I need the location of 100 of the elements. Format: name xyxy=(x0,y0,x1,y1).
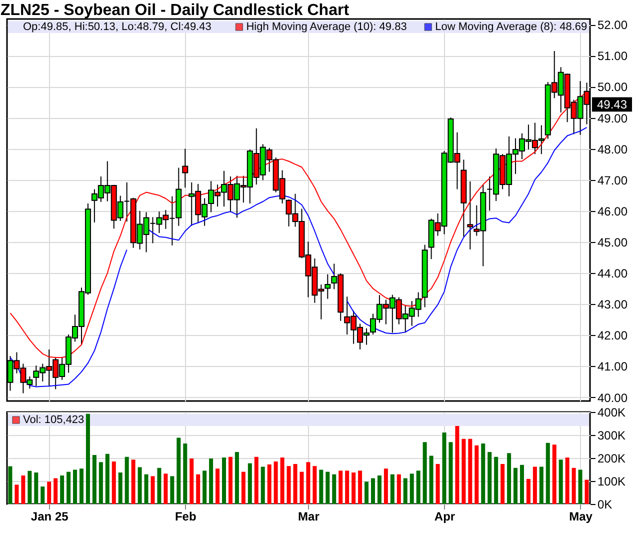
bar xyxy=(280,458,284,504)
bar xyxy=(319,470,324,504)
bar xyxy=(390,474,394,504)
bar xyxy=(377,475,382,504)
y-tick-label: 46.00 xyxy=(598,204,628,218)
bar xyxy=(86,414,90,504)
bar xyxy=(92,455,96,504)
bar xyxy=(170,476,174,504)
bar xyxy=(222,458,226,504)
y-tick-label: 50.00 xyxy=(598,80,628,94)
bar xyxy=(286,466,291,504)
bar xyxy=(410,474,414,504)
bar xyxy=(448,442,453,504)
bar xyxy=(539,466,544,504)
bar xyxy=(54,478,58,504)
x-tick-label: Jan 25 xyxy=(30,510,69,524)
bar xyxy=(455,426,460,504)
bar xyxy=(234,452,239,504)
y-tick-label: 48.00 xyxy=(598,142,628,156)
bar xyxy=(572,468,576,504)
bar xyxy=(190,458,194,504)
bar xyxy=(196,474,200,504)
bar xyxy=(552,444,556,504)
bar xyxy=(40,486,45,504)
bar xyxy=(507,453,512,504)
y-tick-label: 40.00 xyxy=(598,390,628,405)
y-tick-label: 200K xyxy=(598,452,626,466)
y-tick-label: 41.00 xyxy=(598,360,628,374)
bar xyxy=(481,444,486,504)
bar xyxy=(228,456,232,504)
bar xyxy=(338,470,343,504)
bar xyxy=(138,467,142,504)
y-tick-label: 49.00 xyxy=(598,111,628,126)
x-tick-label: Mar xyxy=(298,510,320,524)
bar xyxy=(546,442,550,504)
bar xyxy=(352,472,356,504)
bar xyxy=(416,470,420,504)
bar xyxy=(532,466,537,504)
y-tick-label: 100K xyxy=(598,474,626,488)
candlestick xyxy=(182,148,188,188)
bar xyxy=(73,470,78,504)
bar xyxy=(514,468,518,504)
bar xyxy=(164,474,168,504)
y-tick-label: 42.00 xyxy=(598,328,628,343)
bar xyxy=(267,464,272,504)
bar xyxy=(520,464,524,504)
bar xyxy=(370,478,375,504)
bar xyxy=(47,482,52,504)
bar xyxy=(209,458,214,504)
bar xyxy=(293,464,298,504)
bar xyxy=(241,472,246,504)
bar xyxy=(306,462,310,504)
bar xyxy=(248,463,252,504)
bar xyxy=(474,445,479,504)
bar xyxy=(21,475,26,504)
bar xyxy=(578,470,582,504)
annotation: 49.43 xyxy=(596,97,628,112)
bar xyxy=(216,468,220,504)
x-tick-label: May xyxy=(569,510,593,524)
bar xyxy=(157,468,162,504)
bar xyxy=(124,456,129,504)
bar xyxy=(254,456,258,504)
chart-title: ZLN25 - Soybean Oil - Daily Candlestick Chart xyxy=(0,2,350,19)
bar xyxy=(358,470,362,504)
bar xyxy=(442,432,446,504)
bar xyxy=(150,476,155,504)
bar xyxy=(436,464,440,504)
bar xyxy=(526,478,530,504)
bar xyxy=(60,475,64,504)
bar xyxy=(500,464,505,504)
legend-label: Vol: 105,423 xyxy=(23,414,84,426)
bar xyxy=(14,484,19,504)
bar xyxy=(202,470,207,504)
bar xyxy=(28,470,32,504)
bar xyxy=(396,474,401,504)
y-tick-label: 43.00 xyxy=(598,298,628,312)
legend-label: High Moving Average (10): 49.83 xyxy=(246,21,407,33)
candlestick xyxy=(467,180,474,250)
bar xyxy=(118,472,122,504)
bar xyxy=(488,452,492,504)
legend-label: Low Moving Average (8): 48.69 xyxy=(435,21,588,33)
bar xyxy=(429,456,434,504)
x-tick-label: Feb xyxy=(174,510,196,524)
y-tick-label: 51.00 xyxy=(598,49,628,64)
bar xyxy=(345,470,350,504)
bar xyxy=(131,460,136,504)
bar xyxy=(332,474,336,504)
y-tick-label: 52.00 xyxy=(598,18,628,32)
y-tick-label: 45.00 xyxy=(598,235,628,250)
bar xyxy=(326,472,330,504)
bar xyxy=(300,472,304,504)
bar xyxy=(112,461,116,504)
y-tick-label: 47.00 xyxy=(598,173,628,188)
y-tick-label: 44.00 xyxy=(598,266,628,281)
bar xyxy=(422,442,427,504)
bar xyxy=(8,466,12,504)
bar xyxy=(384,468,388,504)
bar xyxy=(66,472,71,504)
bar xyxy=(312,466,317,504)
annotation: Op:49.85, Hi:50.13, Lo:48.79, Cl:49.43 xyxy=(23,21,212,33)
